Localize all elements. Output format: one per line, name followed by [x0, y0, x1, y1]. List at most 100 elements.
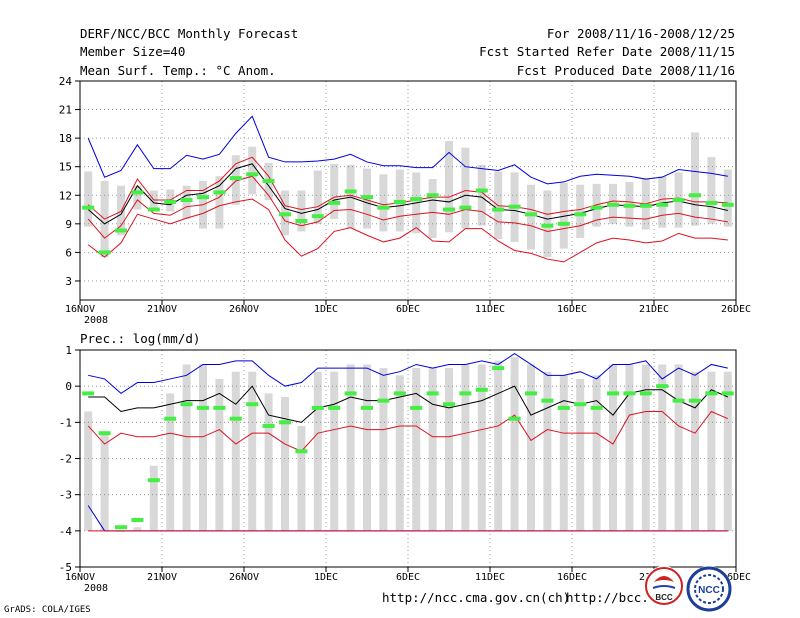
series-min	[87, 198, 728, 263]
observed-marker-29	[557, 221, 570, 226]
spread-box-31	[592, 375, 601, 531]
y-tick-label-3: 12	[59, 189, 72, 202]
spread-box-5	[166, 393, 175, 531]
observed-marker-35	[656, 384, 669, 389]
spread-box-39	[723, 371, 732, 531]
series-mean	[87, 163, 728, 225]
y-tick-label-0: 3	[65, 275, 72, 288]
spread-box-25	[494, 360, 503, 531]
x-tick-label-4: 6DEC	[396, 304, 420, 315]
ncc-logo-inner	[694, 574, 724, 604]
spread-box-15	[330, 371, 339, 531]
spread-box-16	[346, 364, 355, 531]
series-lower	[87, 410, 729, 452]
spread-box-35	[658, 364, 667, 531]
forecast-period: For 2008/11/16-2008/12/25	[547, 26, 735, 41]
observed-marker-32	[607, 391, 619, 396]
observed-marker-10	[246, 172, 259, 177]
spread-box-3	[133, 527, 142, 531]
observed-marker-27	[525, 212, 537, 217]
observed-marker-16	[344, 391, 357, 396]
x-tick-label-4: 6DEC	[396, 572, 420, 583]
spread-box-37	[691, 132, 699, 226]
observed-marker-18	[377, 398, 390, 403]
x-tick-label-8: 26DEC	[721, 572, 751, 583]
observed-marker-0	[82, 391, 95, 396]
spread-box-21	[428, 179, 437, 239]
series-max	[88, 353, 728, 395]
precipitation-panel: -5 -4 -3 -2 -1 0 1 16NOV 21NOV 26NOV 1DEC 6DEC 11DEC…	[59, 344, 751, 594]
y-tick-label-7: 24	[59, 75, 73, 88]
observed-marker-2	[115, 525, 127, 530]
observed-marker-37	[689, 193, 701, 198]
spread-box-38	[707, 371, 716, 531]
observed-marker-21	[426, 391, 439, 396]
spread-box-13	[297, 425, 306, 531]
observed-marker-37	[689, 398, 701, 403]
observed-marker-13	[295, 218, 308, 223]
observed-marker-8	[213, 190, 226, 195]
spread-box-14	[313, 170, 322, 224]
spread-box-34	[641, 364, 650, 531]
observed-marker-10	[246, 402, 259, 407]
observed-marker-5	[164, 416, 177, 421]
observed-marker-14	[311, 214, 324, 219]
observed-marker-9	[229, 416, 242, 421]
spread-box-23	[461, 364, 470, 531]
spread-box-22	[445, 368, 453, 531]
x-tick-label-2: 26NOV	[229, 572, 259, 583]
bcc-logo: BCC	[644, 566, 684, 606]
observed-marker-30	[574, 212, 587, 217]
spread-box-23	[461, 147, 470, 229]
spread-box-27	[527, 184, 535, 250]
spread-box-1	[100, 433, 109, 531]
y-tick-label-4: -1	[59, 416, 72, 429]
observed-marker-7	[197, 195, 209, 200]
spread-box-15	[330, 163, 339, 220]
bcc-logo-ring	[645, 567, 683, 605]
observed-marker-6	[180, 198, 193, 203]
bcc-logo-wave	[652, 585, 676, 589]
observed-marker-36	[672, 398, 685, 403]
spread-box-17	[363, 364, 371, 531]
observed-marker-1	[98, 250, 111, 255]
observed-marker-29	[557, 405, 570, 410]
bcc-logo-text: BCC	[655, 593, 673, 602]
observed-marker-5	[164, 199, 177, 204]
observed-marker-15	[328, 405, 341, 410]
x-tick-label-7: 21DEC	[639, 304, 669, 315]
observed-marker-39	[721, 202, 734, 207]
y-tick-label-3: -2	[59, 453, 72, 466]
temperature-panel: 3 6 9 12 15 18 21 24 16NOV 21NOV 26NOV 1DEC 6DEC 11DE…	[59, 75, 751, 326]
spread-box-4	[149, 465, 158, 531]
spread-box-37	[691, 371, 699, 531]
observed-marker-24	[475, 387, 488, 392]
spread-box-30	[576, 184, 585, 239]
observed-marker-14	[311, 405, 324, 410]
spread-box-8	[215, 176, 224, 229]
bcc-url: http://bcc.	[566, 590, 649, 605]
observed-marker-16	[344, 189, 357, 194]
spread-box-38	[707, 157, 716, 224]
observed-marker-20	[410, 405, 423, 410]
spread-box-18	[379, 368, 388, 531]
observed-marker-22	[443, 207, 455, 212]
observed-marker-35	[656, 202, 669, 207]
observed-marker-38	[705, 391, 718, 396]
y-tick-label-0: -5	[59, 561, 72, 574]
x-tick-label-1: 21NOV	[147, 572, 177, 583]
spread-box-20	[412, 368, 421, 531]
spread-box-35	[658, 176, 667, 228]
observed-marker-34	[639, 203, 652, 208]
spread-box-28	[543, 371, 552, 531]
spread-box-24	[477, 164, 486, 226]
observed-marker-31	[590, 405, 603, 410]
y-tick-label-6: 21	[59, 104, 72, 117]
temp-panel-title: Mean Surf. Temp.: °C Anom.	[80, 63, 276, 78]
spread-box-29	[559, 375, 568, 531]
y-tick-label-2: 9	[65, 218, 72, 231]
plot-frame	[79, 349, 737, 568]
spread-box-27	[527, 364, 535, 531]
spread-box-14	[313, 371, 322, 531]
observed-marker-30	[574, 402, 587, 407]
